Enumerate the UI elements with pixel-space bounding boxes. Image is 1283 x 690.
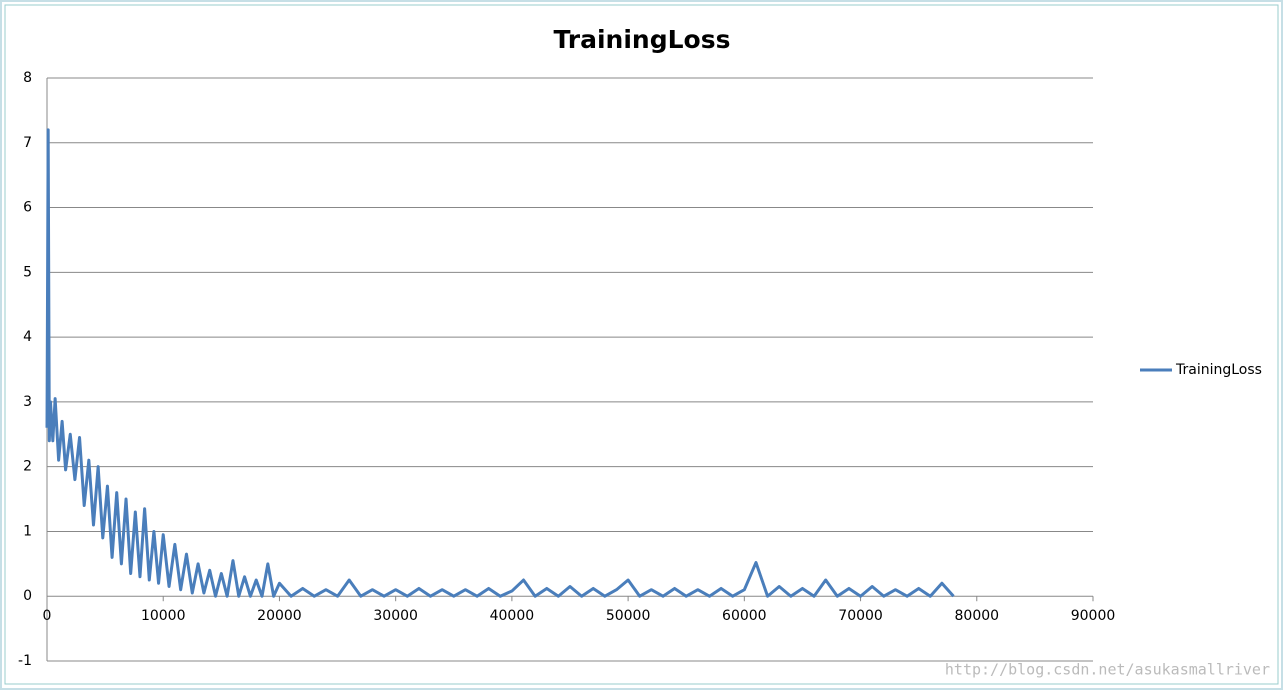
x-tick-label: 50000 — [606, 608, 651, 624]
y-tick-label: 5 — [23, 264, 32, 280]
x-tick-label: 20000 — [257, 608, 302, 624]
x-tick-label: 70000 — [838, 608, 883, 624]
y-tick-label: 6 — [23, 200, 32, 216]
x-tick-label: 0 — [43, 608, 52, 624]
legend-label: TrainingLoss — [1175, 362, 1262, 378]
x-tick-label: 60000 — [722, 608, 767, 624]
y-tick-label: 3 — [23, 394, 32, 410]
y-tick-label: 7 — [23, 135, 32, 151]
y-tick-label: -1 — [18, 653, 32, 669]
y-tick-label: 2 — [23, 459, 32, 475]
y-tick-label: 0 — [23, 588, 32, 604]
y-tick-label: 1 — [23, 523, 32, 539]
x-tick-label: 10000 — [141, 608, 186, 624]
x-tick-label: 40000 — [490, 608, 535, 624]
x-tick-label: 30000 — [373, 608, 418, 624]
chart-title: TrainingLoss — [553, 25, 730, 54]
x-tick-label: 80000 — [955, 608, 1000, 624]
chart-area — [4, 4, 1279, 685]
y-tick-label: 4 — [23, 329, 32, 345]
series-line — [45, 128, 955, 598]
x-tick-label: 90000 — [1071, 608, 1116, 624]
y-tick-label: 8 — [23, 70, 32, 86]
watermark: http://blog.csdn.net/asukasmallriver — [945, 661, 1270, 679]
